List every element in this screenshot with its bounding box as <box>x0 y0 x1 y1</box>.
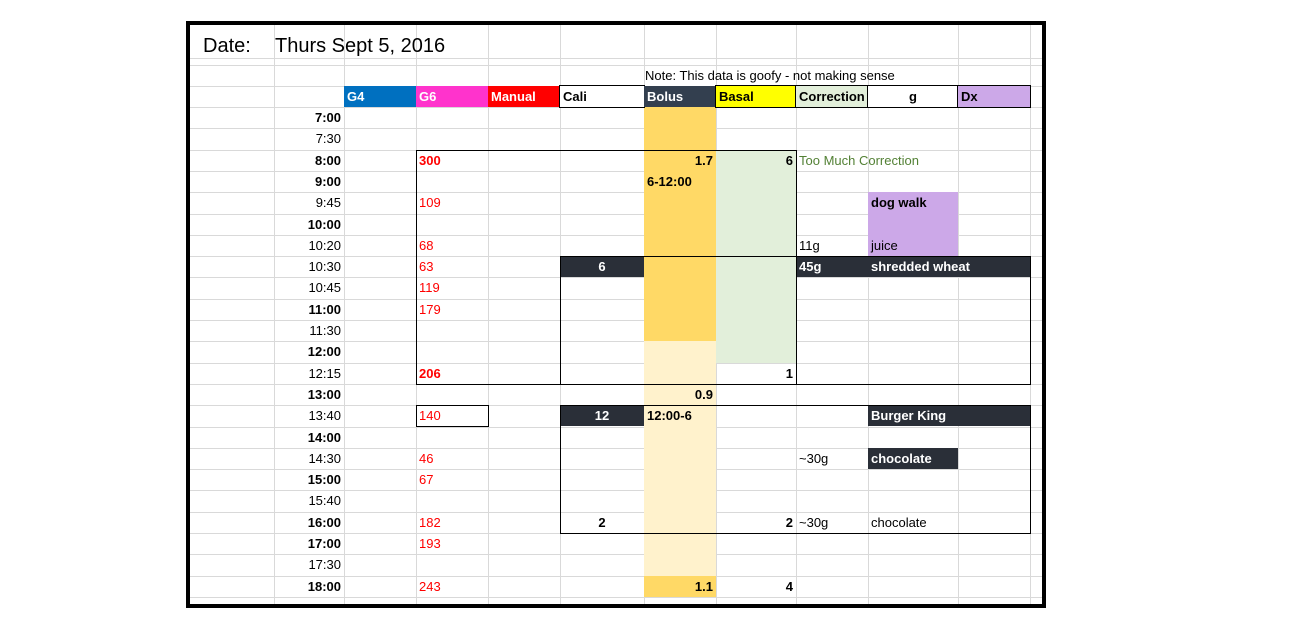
time-cell[interactable]: 15:00 <box>307 472 341 488</box>
time-cell[interactable]: 10:30 <box>308 259 341 275</box>
time-cell[interactable]: 13:40 <box>308 408 341 424</box>
dx-cell[interactable]: chocolate <box>871 450 932 466</box>
dx-purple-fill <box>868 192 958 257</box>
header-dx[interactable]: Dx <box>957 85 1031 108</box>
bolus-cell[interactable]: 12 <box>594 408 610 424</box>
manual-cell[interactable]: 140 <box>419 408 441 424</box>
carbs-cell[interactable]: ~30g <box>799 450 829 466</box>
time-cell[interactable]: 14:00 <box>307 429 341 445</box>
header-correction[interactable]: Correction <box>795 85 869 108</box>
basal-range-cell[interactable]: 12:00-6 <box>647 408 692 424</box>
time-cell[interactable]: 18:00 <box>307 578 341 594</box>
time-cell[interactable]: 15:40 <box>308 493 341 509</box>
manual-cell[interactable]: 68 <box>419 237 434 253</box>
time-cell[interactable]: 16:00 <box>307 514 341 530</box>
header-g[interactable]: g <box>867 85 959 108</box>
time-cell[interactable]: 8:00 <box>314 152 341 168</box>
time-cell[interactable]: 10:20 <box>308 237 341 253</box>
manual-cell[interactable]: 179 <box>419 301 441 317</box>
manual-cell[interactable]: 67 <box>419 472 434 488</box>
time-cell[interactable]: 14:30 <box>308 450 341 466</box>
spreadsheet[interactable]: Date: Thurs Sept 5, 2016 Note: This data… <box>186 21 1046 608</box>
manual-cell[interactable]: 243 <box>419 578 441 594</box>
carbs-cell[interactable]: 45g <box>799 259 822 275</box>
time-cell[interactable]: 17:00 <box>307 536 341 551</box>
correction-cell[interactable]: 4 <box>785 578 793 594</box>
basal-fill-3 <box>644 575 716 597</box>
correction-note[interactable]: Too Much Correction <box>799 152 919 168</box>
carbs-cell[interactable]: ~30g <box>799 514 829 530</box>
header-manual[interactable]: Manual <box>488 86 560 107</box>
dx-cell[interactable]: juice <box>871 237 898 253</box>
bolus-cell[interactable]: 2 <box>598 514 606 530</box>
manual-cell[interactable]: 63 <box>419 259 434 275</box>
time-cell[interactable]: 11:30 <box>309 323 341 338</box>
manual-cell[interactable]: 300 <box>419 152 441 168</box>
basal-fill-1 <box>644 107 716 342</box>
time-cell[interactable]: 12:15 <box>308 365 341 381</box>
manual-cell[interactable]: 119 <box>419 280 440 296</box>
time-cell[interactable]: 9:00 <box>314 173 341 189</box>
time-cell[interactable]: 10:45 <box>308 280 341 296</box>
cells: Date: Thurs Sept 5, 2016 Note: This data… <box>190 25 1042 604</box>
manual-cell[interactable]: 46 <box>419 450 434 466</box>
correction-cell[interactable]: 2 <box>785 514 793 530</box>
basal-cell[interactable]: 0.9 <box>694 386 713 402</box>
cell-fills <box>190 25 1042 604</box>
bolus-dark-2 <box>560 405 644 427</box>
time-cell[interactable]: 10:00 <box>307 216 341 232</box>
basal-range-cell[interactable]: 6-12:00 <box>647 173 692 189</box>
time-cell[interactable]: 11:00 <box>308 301 341 317</box>
header-g4[interactable]: G4 <box>344 86 416 107</box>
manual-cell[interactable]: 206 <box>419 365 441 381</box>
header-cali[interactable]: Cali <box>559 85 645 108</box>
dx-cell[interactable]: dog walk <box>871 195 927 211</box>
date-value[interactable]: Thurs Sept 5, 2016 <box>275 35 446 57</box>
correction-cell[interactable]: 6 <box>785 152 793 168</box>
basal-cell[interactable]: 1.7 <box>694 152 713 168</box>
basal-cell[interactable]: 1.1 <box>694 578 713 594</box>
time-cell[interactable]: 13:00 <box>307 386 341 402</box>
dx-cell[interactable]: shredded wheat <box>871 259 970 275</box>
manual-cell[interactable]: 182 <box>419 514 441 530</box>
time-cell[interactable]: 9:45 <box>315 195 341 211</box>
header-g6[interactable]: G6 <box>416 86 488 107</box>
manual-cell[interactable]: 193 <box>419 536 441 551</box>
meal-dark-2 <box>868 405 1030 427</box>
note-text[interactable]: Note: This data is goofy - not making se… <box>645 68 895 83</box>
manual-cell[interactable]: 109 <box>419 195 441 211</box>
basal-fill-2 <box>644 341 716 576</box>
time-cell[interactable]: 7:30 <box>315 131 341 147</box>
bolus-cell[interactable]: 6 <box>598 259 606 275</box>
time-cell[interactable]: 12:00 <box>307 344 341 360</box>
header-basal[interactable]: Basal <box>715 85 797 108</box>
meal-dark-3 <box>868 447 958 470</box>
carbs-cell[interactable]: 11g <box>799 237 820 253</box>
time-cell[interactable]: 7:00 <box>314 110 341 125</box>
correction-cell[interactable]: 1 <box>785 365 793 381</box>
dx-cell[interactable]: chocolate <box>871 514 927 530</box>
meal-dark-1 <box>796 256 1030 278</box>
dx-cell[interactable]: Burger King <box>871 408 947 424</box>
time-cell[interactable]: 17:30 <box>308 557 341 573</box>
date-label[interactable]: Date: <box>203 35 251 57</box>
header-bolus[interactable]: Bolus <box>644 86 716 107</box>
bolus-dark-1 <box>560 256 644 278</box>
